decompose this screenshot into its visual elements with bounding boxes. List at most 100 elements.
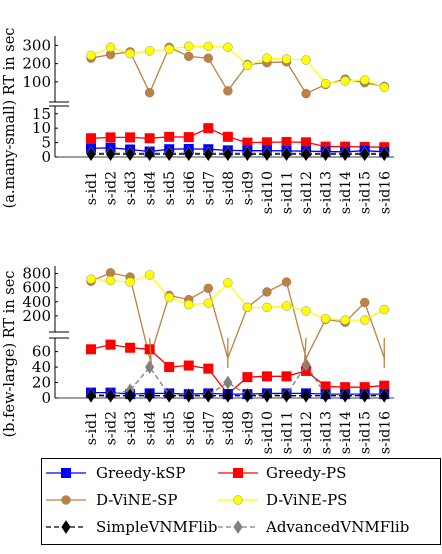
point-dvine_ps [144, 270, 155, 280]
x-tick-label: s-id3 [123, 171, 139, 205]
y-tick-label-lower: 60 [32, 343, 51, 361]
point-dvine_ps [281, 54, 292, 64]
x-tick-label: s-id13 [319, 411, 335, 454]
point-dvine_ps [223, 42, 233, 52]
series-line-greedy_ksp-lower [90, 147, 385, 153]
y-axis-label: (a.many-small) RT in sec [2, 28, 18, 209]
y-tick-label-upper: 300 [22, 36, 51, 54]
point-dvine_ps [360, 315, 370, 325]
series-line-dvine_ps-upper [90, 274, 385, 321]
point-simple [262, 388, 272, 403]
point-greedy_ps [164, 362, 175, 373]
point-dvine_ps [105, 42, 116, 52]
legend-label-dvine_ps: D-ViNE-PS [266, 491, 347, 509]
point-dvine_ps [184, 299, 194, 310]
point-simple [86, 388, 96, 403]
point-greedy_ps [281, 137, 292, 148]
point-greedy_ps [125, 342, 136, 353]
x-tick-label: s-id15 [358, 171, 374, 214]
y-tick-label-upper: 600 [22, 279, 51, 297]
x-tick-label: s-id1 [84, 171, 100, 205]
x-tick-label: s-id11 [280, 171, 296, 214]
x-tick-label: s-id9 [240, 411, 256, 445]
point-greedy_ps [203, 363, 214, 374]
point-dvine_ps [184, 41, 194, 52]
y-tick-label-lower: 10 [32, 119, 51, 137]
point-greedy_ps [144, 133, 155, 144]
x-tick-label: s-id12 [299, 171, 315, 214]
point-greedy_ps [183, 132, 194, 143]
x-tick-label: s-id14 [338, 171, 354, 214]
point-greedy_ps [105, 132, 116, 143]
point-simple [223, 147, 233, 162]
point-simple [125, 388, 135, 403]
point-simple [360, 147, 370, 162]
point-greedy_ps [125, 132, 136, 143]
x-tick-label: s-id2 [104, 171, 120, 205]
point-dvine_ps [379, 82, 389, 92]
point-dvine_sp [203, 283, 214, 294]
x-tick-label: s-id4 [143, 411, 159, 445]
point-greedy_ps [86, 133, 96, 144]
x-tick-label: s-id10 [260, 171, 276, 214]
point-simple [320, 147, 331, 162]
point-simple [125, 147, 135, 162]
point-dvine_ps [164, 44, 174, 54]
legend-marker-advanced [233, 520, 243, 534]
series-line-greedy_ps-lower [90, 343, 385, 396]
x-tick-label: s-id4 [143, 171, 159, 205]
point-simple [184, 147, 194, 162]
point-simple [301, 147, 311, 162]
y-tick-label-upper: 200 [22, 307, 51, 325]
point-dvine_ps [301, 306, 311, 316]
x-tick-label: s-id11 [280, 411, 296, 454]
point-dvine_ps [105, 275, 116, 286]
y-tick-label-lower: 0 [41, 389, 51, 407]
point-dvine_sp [262, 287, 272, 297]
legend-svg: Greedy-kSP Greedy-PS D-ViNE-SP D-ViNE-PS Sim… [46, 464, 409, 536]
x-tick-label: s-id6 [182, 171, 198, 205]
legend-label-simple: SimpleVNMFlib [96, 518, 218, 536]
legend-label-greedy_ksp: Greedy-kSP [96, 464, 186, 482]
y-tick-label-upper: 200 [22, 55, 51, 73]
point-simple [340, 147, 350, 162]
point-dvine_ps [203, 298, 214, 308]
series-line-greedy_ksp-lower [91, 391, 385, 395]
x-tick-label: s-id10 [260, 411, 276, 454]
y-tick-label-lower: 20 [32, 374, 51, 392]
point-dvine_ps [125, 48, 135, 59]
legend: Greedy-kSP Greedy-PS D-ViNE-SP D-ViNE-PS Sim… [41, 458, 441, 545]
y-axis-label: (b.few-large) RT in sec [2, 271, 18, 438]
point-greedy_ps [164, 131, 175, 142]
point-simple [164, 147, 174, 162]
point-dvine_ps [164, 292, 174, 303]
y-tick-label-lower: 40 [32, 358, 51, 376]
point-dvine_sp [223, 86, 233, 96]
point-simple [86, 147, 96, 162]
point-dvine_ps [320, 78, 331, 89]
point-simple [164, 388, 174, 403]
point-dvine_ps [125, 277, 135, 287]
point-dvine_ps [281, 301, 292, 311]
point-simple [203, 147, 213, 162]
point-simple [242, 147, 253, 162]
x-tick-label: s-id2 [104, 411, 120, 445]
x-tick-label: s-id9 [240, 171, 256, 205]
legend-marker-greedy_ps [233, 468, 243, 478]
point-simple [242, 388, 253, 403]
point-greedy_ps [203, 123, 214, 134]
point-dvine_sp [203, 53, 214, 63]
y-tick-label-upper: 100 [22, 73, 51, 91]
point-simple [145, 388, 155, 403]
y-tick-label-lower: 15 [32, 105, 51, 123]
x-tick-label: s-id7 [201, 411, 217, 445]
point-dvine_ps [320, 314, 331, 324]
point-dvine_ps [86, 50, 96, 61]
point-simple [281, 388, 292, 403]
point-simple [203, 388, 213, 403]
point-advanced [223, 375, 233, 390]
legend-label-advanced: AdvancedVNMFlib [265, 518, 409, 536]
